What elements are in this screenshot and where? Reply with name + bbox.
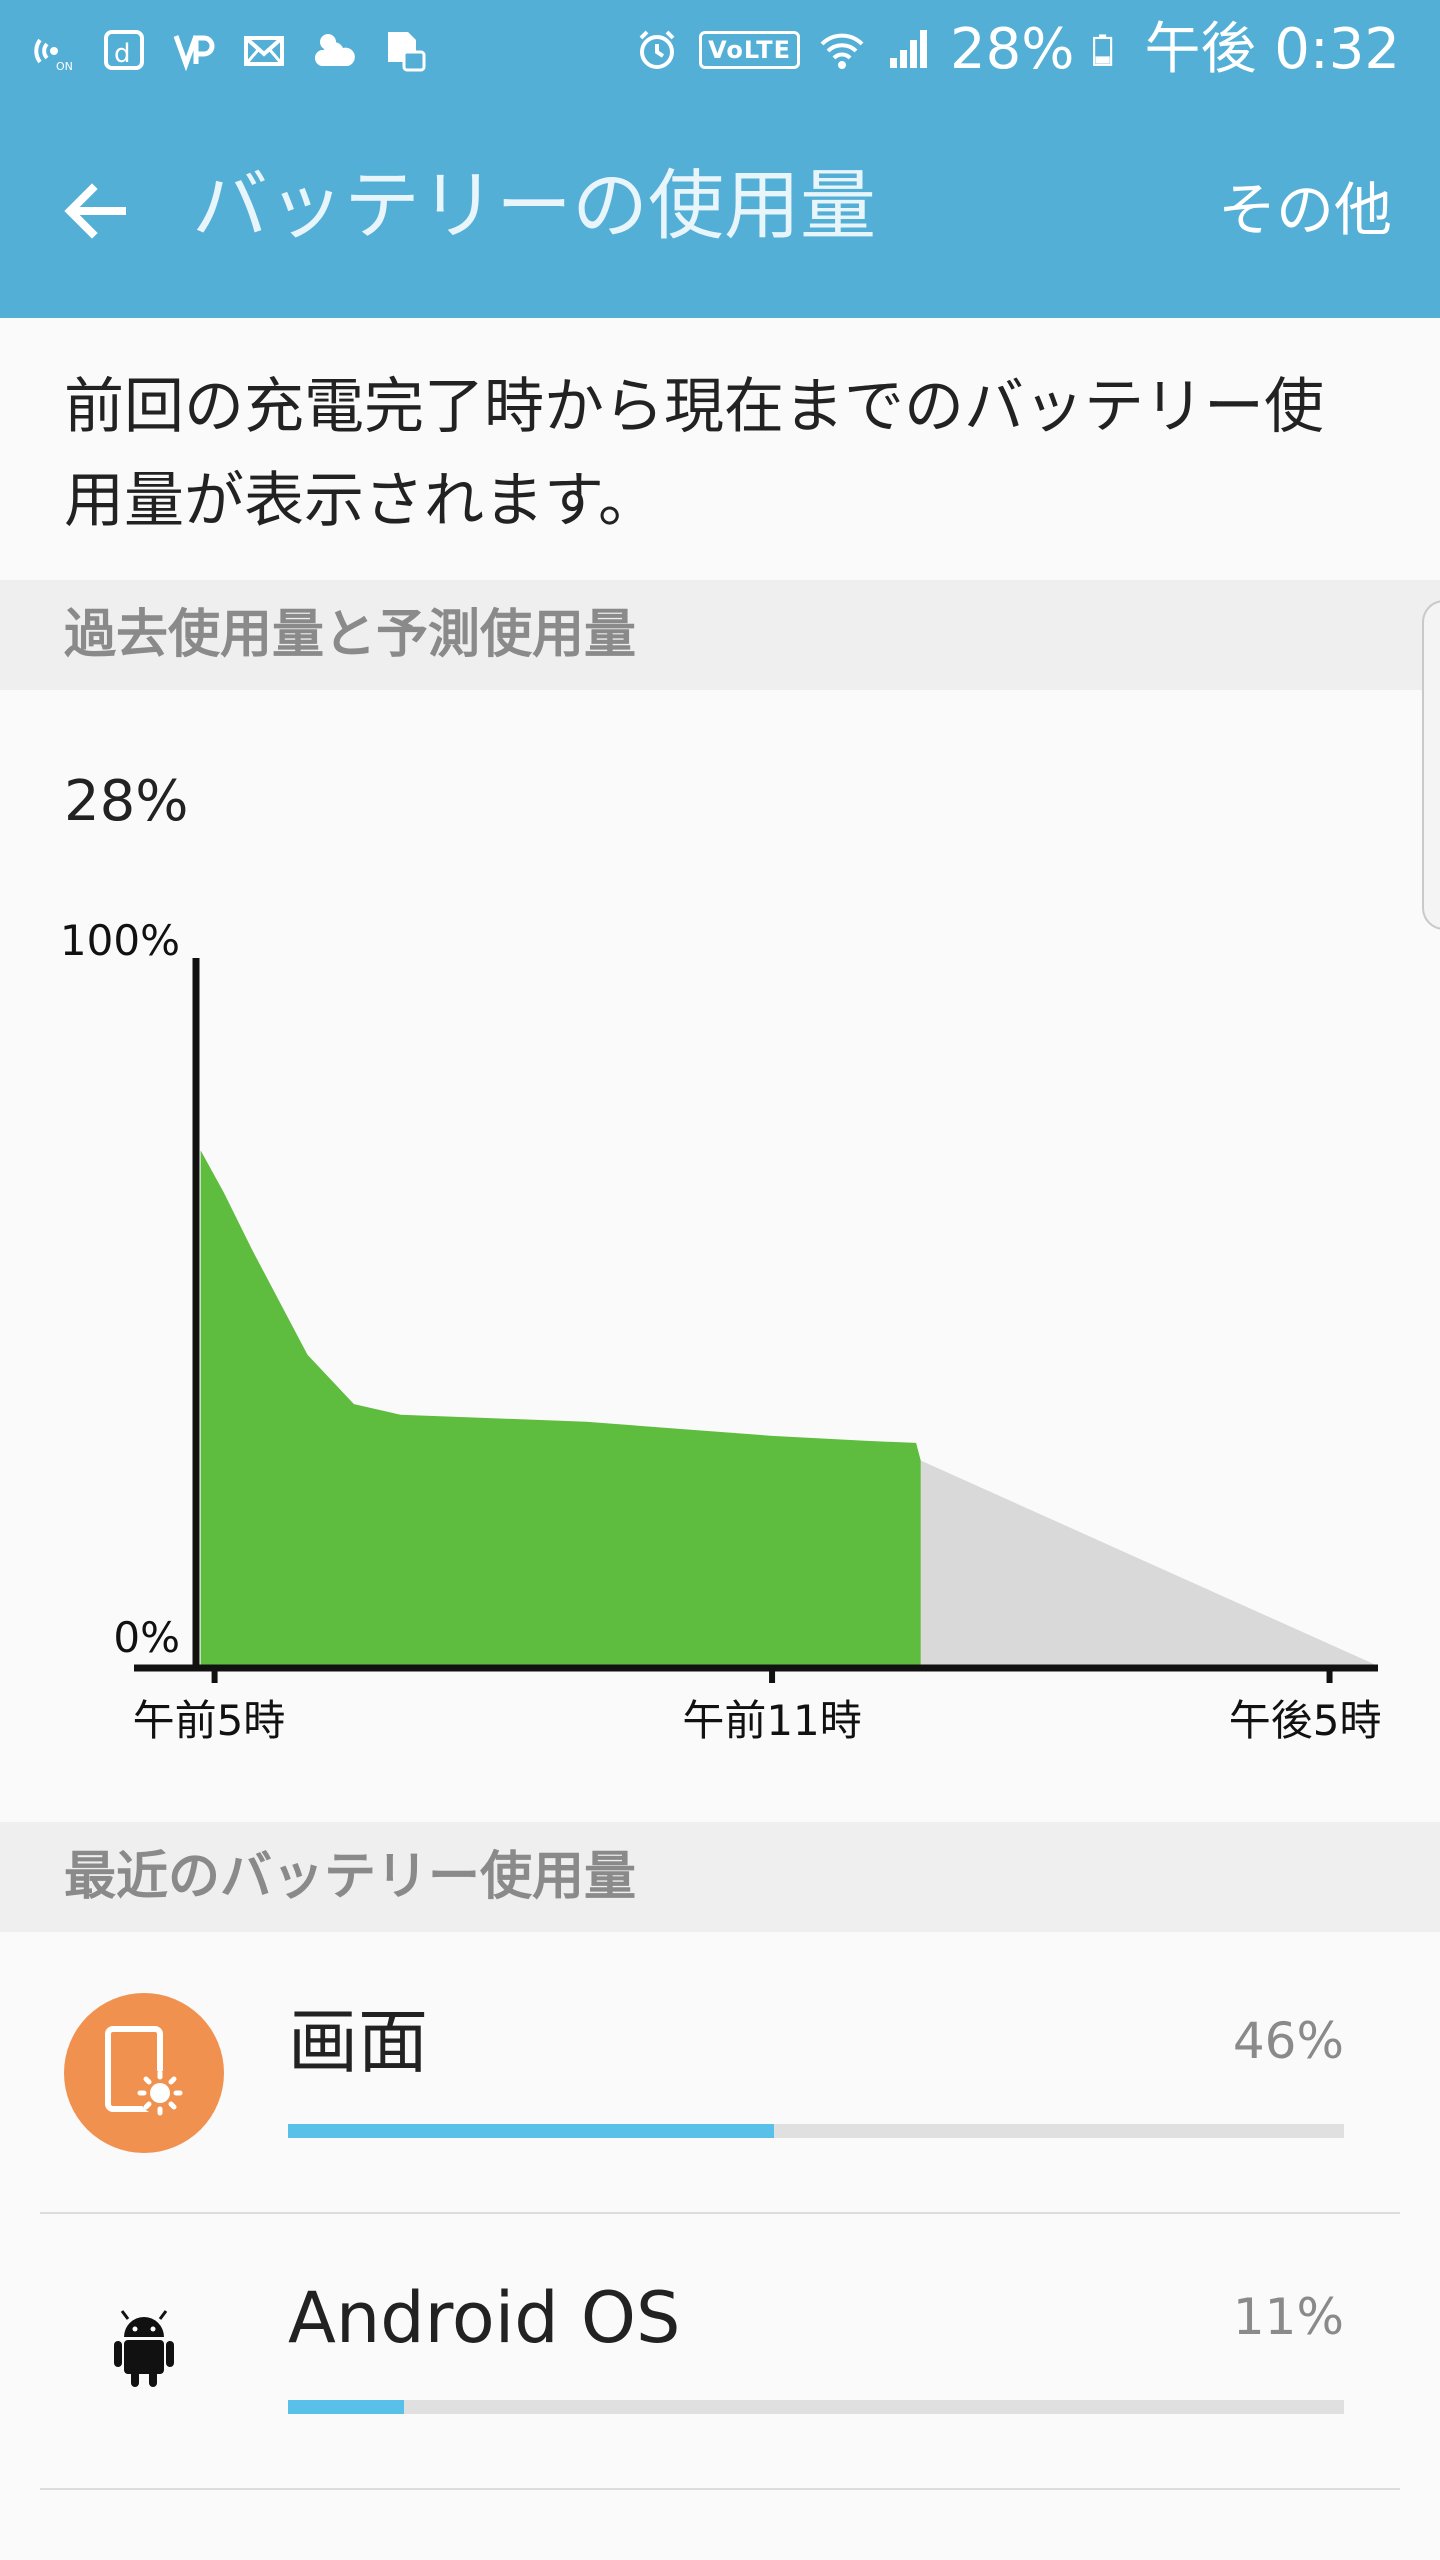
page-title: バッテリーの使用量 bbox=[192, 161, 876, 250]
intro-text: 前回の充電完了時から現在までのバッテリー使用量が表示されます。 bbox=[64, 372, 1324, 536]
screen-brightness-icon bbox=[105, 2026, 183, 2116]
vp-app-icon bbox=[173, 35, 215, 72]
status-bar: ON d VoLTE bbox=[0, 0, 1440, 100]
android-icon-badge bbox=[64, 2269, 224, 2429]
x-tick-label: 午前11時 bbox=[682, 1696, 861, 1745]
divider bbox=[40, 2212, 1400, 2214]
alarm-icon bbox=[639, 30, 675, 69]
edge-panel-handle[interactable] bbox=[1422, 600, 1440, 930]
back-button[interactable] bbox=[50, 166, 140, 256]
app-bar: バッテリーの使用量 その他 bbox=[0, 100, 1440, 318]
predicted-usage-area bbox=[920, 1460, 1376, 1665]
y-axis-top-label: 100% bbox=[60, 916, 180, 965]
mail-icon bbox=[244, 36, 284, 66]
battery-percent: 28% bbox=[949, 17, 1075, 82]
usage-progress-fill bbox=[288, 2124, 774, 2138]
current-battery-level: 28% bbox=[64, 769, 189, 834]
svg-text:d: d bbox=[114, 39, 131, 69]
docomo-d-icon: d bbox=[104, 30, 144, 70]
usage-item-percent: 46% bbox=[1232, 2012, 1344, 2070]
usage-item-android-os[interactable]: Android OS 11% bbox=[0, 2214, 1440, 2490]
screen-icon-badge bbox=[64, 1993, 224, 2153]
arrow-left-icon bbox=[64, 183, 126, 239]
history-section-header: 過去使用量と予測使用量 bbox=[0, 580, 1440, 690]
usage-item-name: Android OS bbox=[288, 2277, 681, 2359]
wifi-icon bbox=[820, 33, 864, 69]
battery-icon bbox=[1093, 34, 1113, 66]
nfc-on-icon: ON bbox=[34, 38, 73, 73]
sim-card-icon bbox=[388, 32, 426, 72]
x-tick-label: 午前5時 bbox=[133, 1696, 286, 1745]
usage-progress-track bbox=[288, 2124, 1344, 2138]
recent-section-title: 最近のバッテリー使用量 bbox=[64, 1847, 637, 1907]
history-section-title: 過去使用量と予測使用量 bbox=[64, 605, 637, 665]
usage-progress-track bbox=[288, 2400, 1344, 2414]
signal-icon bbox=[889, 30, 927, 68]
notification-icons: ON d bbox=[30, 18, 428, 82]
svg-text:ON: ON bbox=[56, 60, 73, 73]
recent-section-header: 最近のバッテリー使用量 bbox=[0, 1822, 1440, 1932]
actual-usage-area bbox=[200, 1150, 921, 1665]
divider bbox=[40, 2488, 1400, 2490]
system-status-icons: VoLTE 28% 午後 0:32 bbox=[633, 14, 1400, 86]
weather-icon bbox=[314, 34, 355, 66]
usage-item-name: 画面 bbox=[288, 2001, 428, 2083]
x-tick-label: 午後5時 bbox=[1229, 1696, 1382, 1745]
battery-history-chart: 100% 0% 午前5時 午前11時 午後5時 bbox=[60, 916, 1382, 1745]
more-button[interactable]: その他 bbox=[1217, 176, 1392, 244]
x-ticks: 午前5時 午前11時 午後5時 bbox=[133, 1668, 1382, 1745]
y-axis-bottom-label: 0% bbox=[113, 1613, 180, 1662]
clock: 午後 0:32 bbox=[1144, 17, 1400, 82]
usage-item-percent: 11% bbox=[1232, 2288, 1344, 2346]
usage-progress-fill bbox=[288, 2400, 405, 2414]
usage-item-screen[interactable]: 画面 46% bbox=[0, 1938, 1440, 2214]
android-robot-icon bbox=[114, 2310, 174, 2387]
volte-icon: VoLTE bbox=[699, 31, 800, 69]
